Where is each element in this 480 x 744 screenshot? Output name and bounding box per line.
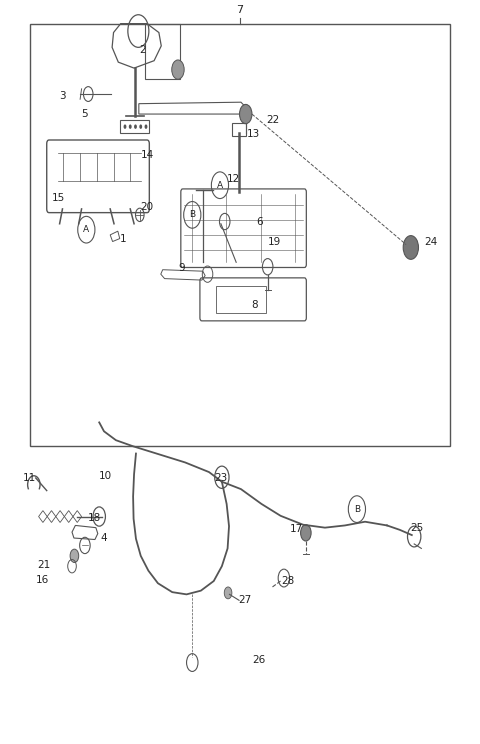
- Circle shape: [300, 525, 311, 541]
- Text: 7: 7: [237, 5, 243, 16]
- Bar: [232, 123, 246, 136]
- Text: 18: 18: [88, 513, 101, 523]
- Text: 21: 21: [38, 559, 51, 570]
- Circle shape: [123, 124, 126, 129]
- Bar: [120, 120, 149, 133]
- Text: 11: 11: [23, 473, 36, 483]
- Circle shape: [403, 236, 419, 260]
- Text: 17: 17: [290, 524, 303, 534]
- Text: A: A: [217, 181, 223, 190]
- Text: 15: 15: [52, 193, 65, 203]
- Text: 16: 16: [36, 574, 48, 585]
- Text: 12: 12: [227, 174, 240, 185]
- Text: 24: 24: [424, 237, 437, 247]
- Text: 9: 9: [179, 263, 185, 273]
- Text: 19: 19: [268, 237, 281, 247]
- Circle shape: [144, 124, 147, 129]
- Circle shape: [134, 124, 137, 129]
- Circle shape: [70, 549, 79, 562]
- Text: 5: 5: [82, 109, 88, 119]
- Text: 25: 25: [410, 522, 423, 533]
- Text: 2: 2: [139, 45, 145, 54]
- Circle shape: [240, 104, 252, 124]
- Text: A: A: [83, 225, 89, 234]
- Text: 23: 23: [214, 473, 228, 483]
- Circle shape: [129, 124, 132, 129]
- Text: 8: 8: [251, 301, 258, 310]
- Text: 4: 4: [101, 533, 108, 543]
- Text: 1: 1: [120, 234, 126, 243]
- Circle shape: [139, 124, 142, 129]
- Text: 6: 6: [256, 217, 263, 227]
- Text: 20: 20: [140, 202, 154, 212]
- Circle shape: [172, 60, 184, 79]
- Text: 10: 10: [99, 471, 112, 481]
- Bar: [216, 286, 266, 312]
- Text: 14: 14: [140, 150, 154, 160]
- Text: 3: 3: [59, 92, 66, 101]
- Text: 13: 13: [247, 129, 260, 139]
- Bar: [144, 24, 180, 79]
- Text: B: B: [354, 504, 360, 513]
- Bar: [30, 24, 450, 446]
- Circle shape: [224, 587, 232, 599]
- Text: 26: 26: [252, 655, 266, 664]
- Text: 22: 22: [266, 115, 279, 125]
- Text: 27: 27: [238, 595, 252, 606]
- Text: 28: 28: [281, 576, 294, 586]
- Text: B: B: [189, 211, 195, 219]
